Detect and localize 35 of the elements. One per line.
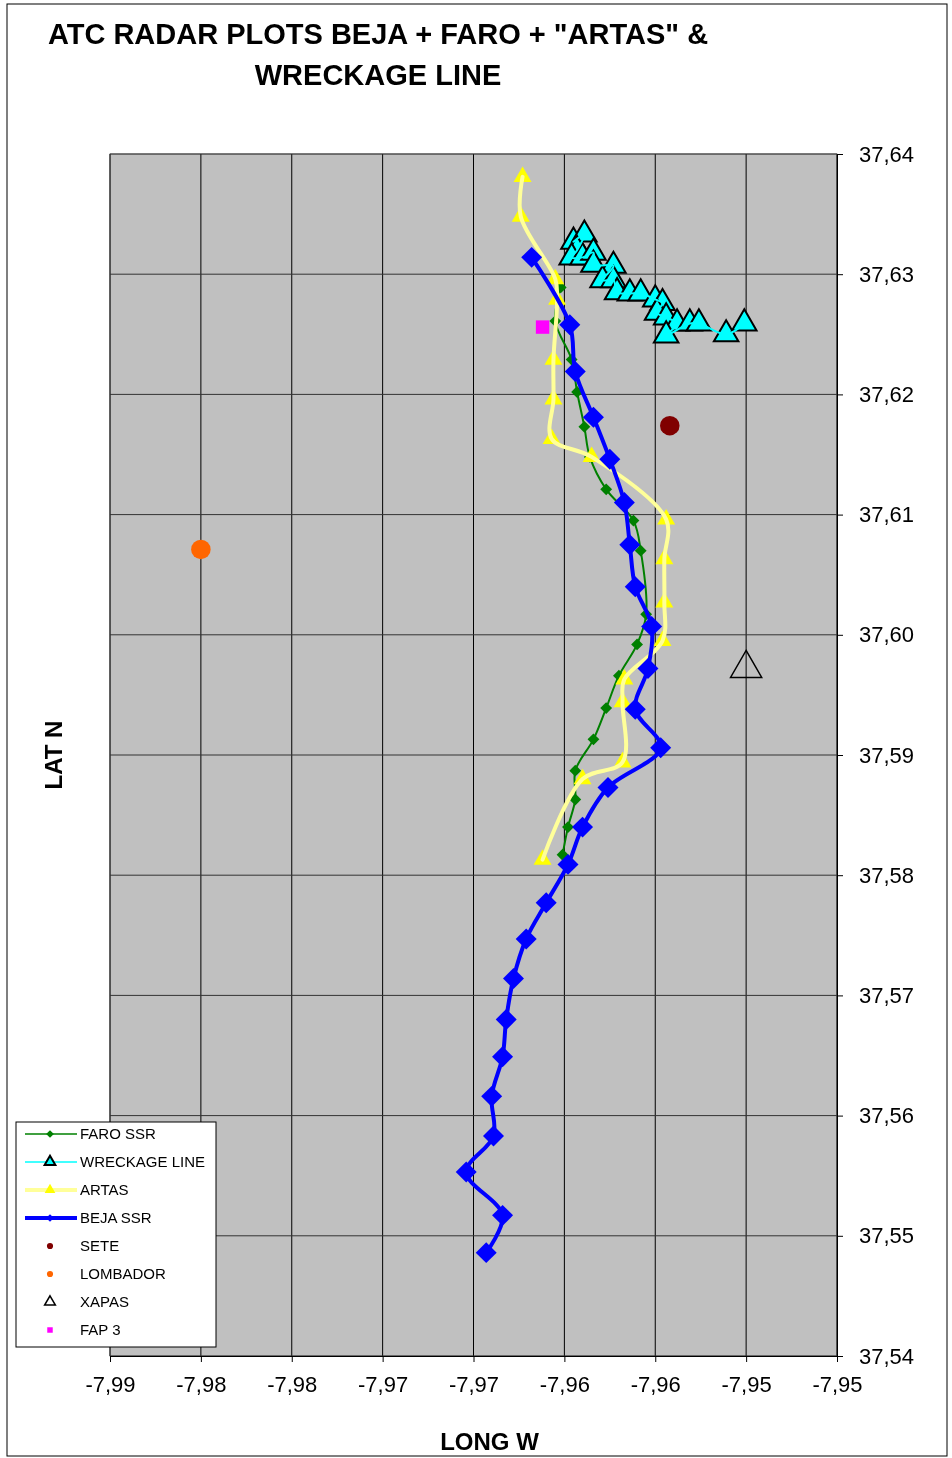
legend-label: FAP 3 [80, 1321, 121, 1338]
chart-title: ATC RADAR PLOTS BEJA + FARO + "ARTAS" & WRECKAGE LINE [47, 18, 709, 91]
legend-label: FARO SSR [80, 1125, 157, 1142]
y-tick-label: 37,61 [859, 502, 915, 528]
legend-label: BEJA SSR [80, 1209, 152, 1226]
x-axis-title: LONG W [440, 1428, 540, 1455]
y-tick-label: 37,59 [859, 742, 915, 768]
y-tick-label: 37,60 [859, 622, 915, 648]
y-tick-label: 37,55 [859, 1223, 915, 1249]
y-tick-label: 37,58 [859, 862, 915, 888]
y-axis-title: LAT N [40, 720, 67, 790]
y-tick-label: 37,57 [859, 982, 915, 1008]
point [652, 320, 680, 344]
point [731, 308, 758, 332]
x-tick-label: -7,99 [85, 1371, 136, 1397]
legend-label: XAPAS [80, 1293, 129, 1310]
point [191, 539, 211, 560]
point [685, 308, 713, 332]
y-tick-label: 37,56 [859, 1103, 915, 1129]
legend-label: SETE [80, 1237, 120, 1254]
legend-label: LOMBADOR [80, 1265, 167, 1282]
x-tick-label: -7,98 [267, 1371, 318, 1397]
y-tick-label: 37,63 [859, 261, 915, 287]
legend-label: WRECKAGE LINE [80, 1153, 206, 1170]
legend-label: ARTAS [80, 1181, 129, 1198]
x-tick-label: -7,96 [630, 1371, 681, 1397]
x-tick-label: -7,95 [812, 1371, 863, 1397]
x-tick-label: -7,97 [448, 1371, 500, 1397]
x-tick-label: -7,97 [358, 1371, 409, 1397]
y-tick-label: 37,62 [859, 381, 915, 407]
x-tick-label: -7,96 [539, 1371, 590, 1397]
x-tick-label: -7,95 [721, 1371, 772, 1397]
y-tick-label: 37,54 [859, 1343, 915, 1369]
y-tick-label: 37,64 [859, 141, 915, 167]
x-tick-label: -7,98 [176, 1371, 227, 1397]
